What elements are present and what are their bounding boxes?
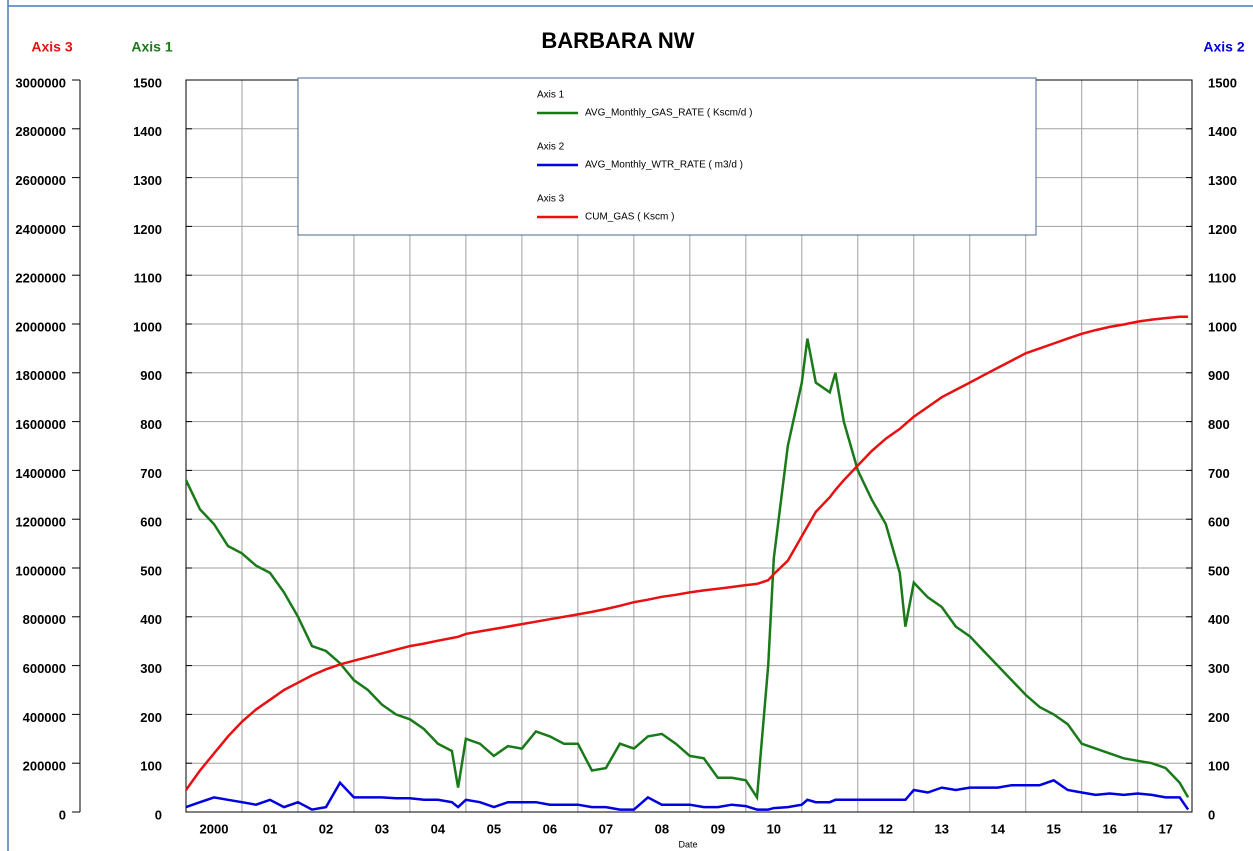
y2-tick-label: 300 xyxy=(1208,661,1230,676)
y-tick-label: 1500 xyxy=(133,75,162,90)
y-tick-label: 0 xyxy=(155,807,162,822)
y-tick-label: 200 xyxy=(140,710,162,725)
y-tick-label: 600 xyxy=(140,515,162,530)
y3-tick-label: 2200000 xyxy=(15,271,66,286)
legend-label: CUM_GAS ( Kscm ) xyxy=(585,212,674,223)
y-tick-label: 100 xyxy=(140,759,162,774)
y3-tick-label: 2800000 xyxy=(15,124,66,139)
y-tick-label: 500 xyxy=(140,563,162,578)
legend-heading: Axis 3 xyxy=(537,194,565,205)
legend-heading: Axis 2 xyxy=(537,142,565,153)
y2-tick-label: 900 xyxy=(1208,368,1230,383)
y2-tick-label: 1200 xyxy=(1208,222,1237,237)
y3-tick-label: 200000 xyxy=(23,759,66,774)
y2-tick-label: 100 xyxy=(1208,759,1230,774)
y3-tick-label: 1000000 xyxy=(15,563,66,578)
axis-title: Axis 1 xyxy=(131,39,172,55)
y-tick-label: 1100 xyxy=(134,271,162,286)
x-tick-label: 08 xyxy=(655,821,669,836)
x-tick-label: 04 xyxy=(431,821,446,836)
y2-tick-label: 200 xyxy=(1208,710,1230,725)
y-tick-label: 700 xyxy=(140,466,162,481)
y-tick-label: 400 xyxy=(140,612,162,627)
y2-tick-label: 1100 xyxy=(1208,271,1236,286)
y3-tick-label: 1200000 xyxy=(15,515,66,530)
y2-tick-label: 1300 xyxy=(1208,173,1237,188)
y3-tick-label: 800000 xyxy=(23,612,66,627)
series-line xyxy=(184,338,1190,802)
x-tick-label: 03 xyxy=(375,821,389,836)
x-tick-label: 05 xyxy=(487,821,501,836)
x-axis-title: Date xyxy=(678,839,697,849)
y-tick-label: 1200 xyxy=(133,222,162,237)
y2-tick-label: 800 xyxy=(1208,417,1230,432)
x-tick-label: 15 xyxy=(1046,821,1060,836)
y2-tick-label: 1400 xyxy=(1208,124,1237,139)
y-tick-label: 1000 xyxy=(133,319,162,334)
x-tick-label: 09 xyxy=(711,821,725,836)
y-tick-label: 900 xyxy=(140,368,162,383)
x-tick-label: 12 xyxy=(879,821,893,836)
y3-tick-label: 1800000 xyxy=(15,368,66,383)
legend-label: AVG_Monthly_WTR_RATE ( m3/d ) xyxy=(585,160,743,171)
y-tick-label: 800 xyxy=(140,417,162,432)
x-tick-label: 02 xyxy=(319,821,333,836)
y2-tick-label: 600 xyxy=(1208,515,1230,530)
axis-title: Axis 3 xyxy=(31,39,72,55)
x-tick-label: 16 xyxy=(1102,821,1116,836)
x-tick-label: 01 xyxy=(263,821,277,836)
y-tick-label: 300 xyxy=(140,661,162,676)
y2-tick-label: 0 xyxy=(1208,807,1215,822)
y3-tick-label: 2400000 xyxy=(15,222,66,237)
y2-tick-label: 1000 xyxy=(1208,319,1237,334)
x-tick-label: 11 xyxy=(823,821,837,836)
legend-label: AVG_Monthly_GAS_RATE ( Kscm/d ) xyxy=(585,108,752,119)
y3-tick-label: 0 xyxy=(59,807,66,822)
x-tick-label: 10 xyxy=(767,821,781,836)
x-tick-label: 06 xyxy=(543,821,557,836)
x-tick-label: 17 xyxy=(1158,821,1172,836)
axis-title: Axis 2 xyxy=(1203,39,1244,55)
y3-tick-label: 3000000 xyxy=(15,75,66,90)
series-line xyxy=(184,315,1189,791)
series-line xyxy=(185,778,1190,811)
y2-tick-label: 500 xyxy=(1208,563,1230,578)
y3-tick-label: 1600000 xyxy=(15,417,66,432)
y2-tick-label: 700 xyxy=(1208,466,1230,481)
x-tick-label: 2000 xyxy=(200,821,229,836)
y2-tick-label: 400 xyxy=(1208,612,1230,627)
legend: Axis 1 AVG_Monthly_GAS_RATE ( Kscm/d ) Axi… xyxy=(297,77,1037,236)
y2-tick-label: 1500 xyxy=(1208,75,1237,90)
y3-tick-label: 2000000 xyxy=(15,319,66,334)
y3-tick-label: 400000 xyxy=(23,710,66,725)
legend-heading: Axis 1 xyxy=(537,90,565,101)
y3-tick-label: 1400000 xyxy=(15,466,66,481)
y-tick-label: 1400 xyxy=(133,124,162,139)
y3-tick-label: 2600000 xyxy=(15,173,66,188)
x-tick-label: 07 xyxy=(599,821,613,836)
legend-box xyxy=(297,77,1037,236)
chart-title: BARBARA NW xyxy=(541,28,694,53)
x-tick-label: 13 xyxy=(935,821,949,836)
y3-tick-label: 600000 xyxy=(23,661,66,676)
y-tick-label: 1300 xyxy=(133,173,162,188)
x-tick-label: 14 xyxy=(991,821,1006,836)
